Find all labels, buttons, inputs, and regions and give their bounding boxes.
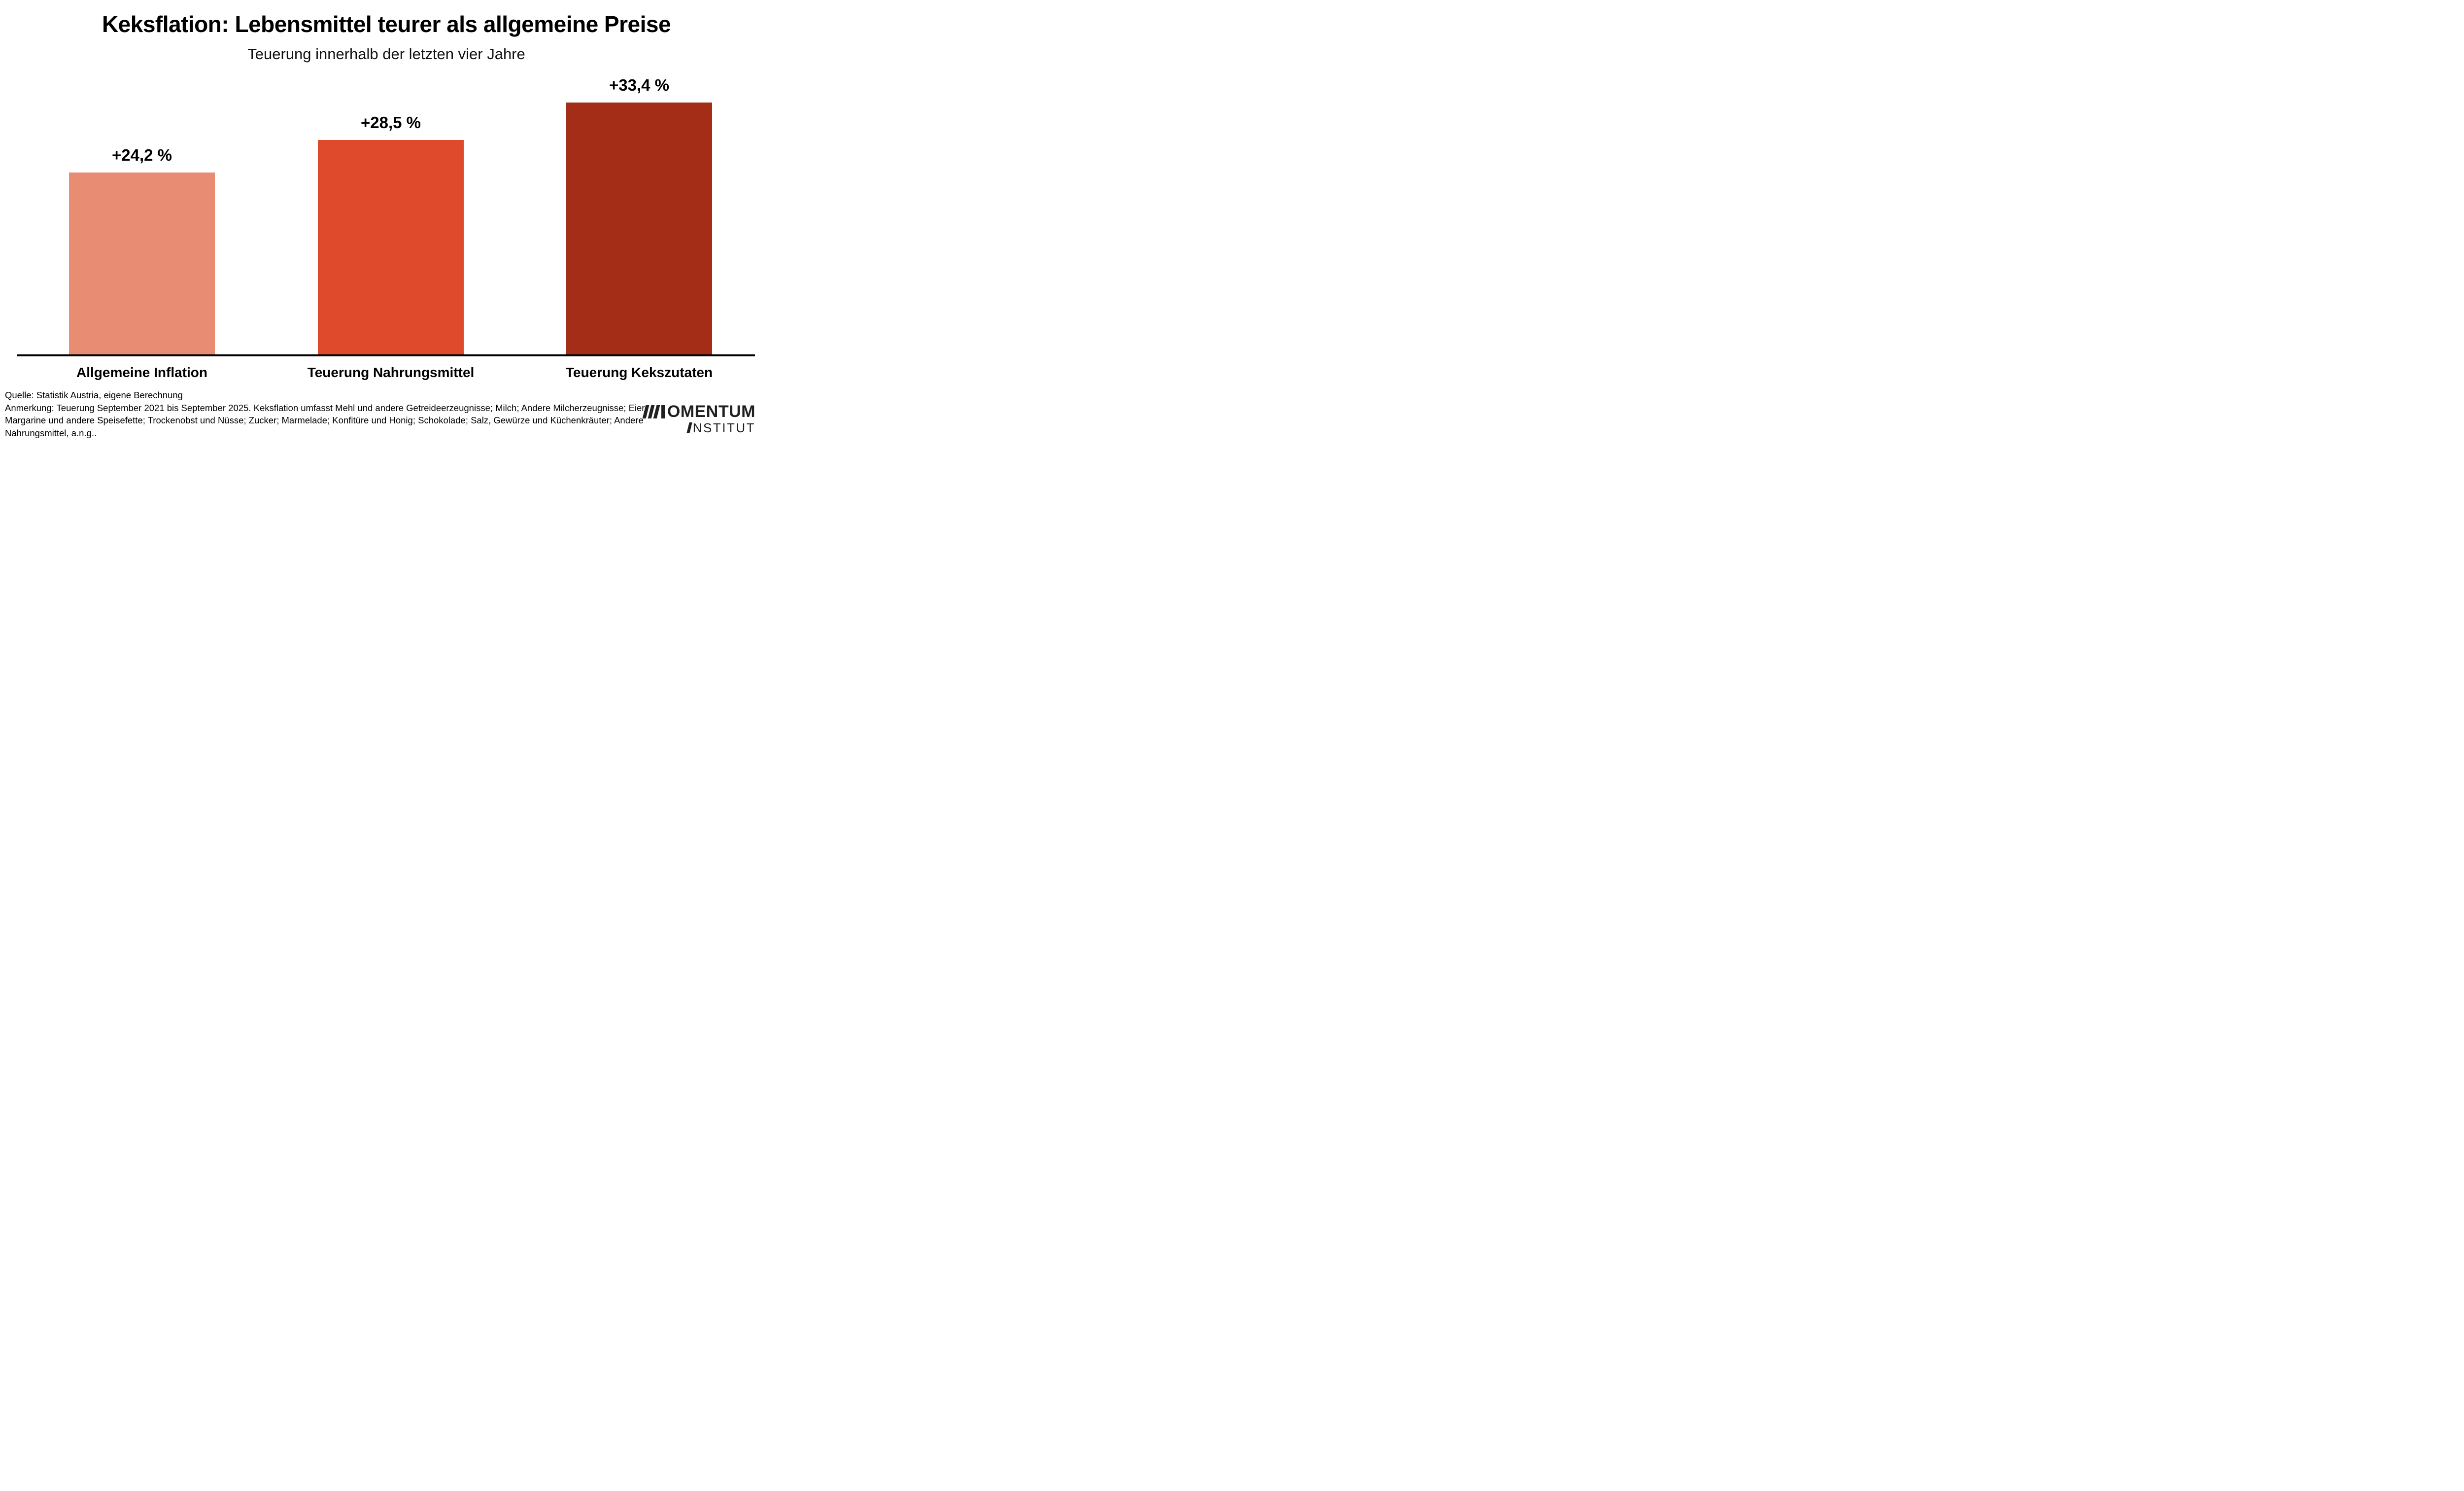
source-note: Quelle: Statistik Austria, eigene Berech… <box>5 390 183 400</box>
chart-subtitle: Teuerung innerhalb der letzten vier Jahr… <box>247 45 525 63</box>
logo-institut-text: NSTITUT <box>692 420 755 435</box>
bar-value-label: +33,4 % <box>609 76 669 94</box>
chart-title: Keksflation: Lebensmittel teurer als all… <box>102 11 671 37</box>
bar-value-label: +24,2 % <box>111 146 172 164</box>
chart-page: Keksflation: Lebensmittel teurer als all… <box>0 0 773 442</box>
x-axis-line <box>17 354 755 356</box>
bar <box>566 103 712 355</box>
logo-m-stroke-icon <box>661 405 665 418</box>
annotation-line: Margarine und andere Speisefette; Trocke… <box>5 415 644 425</box>
logo-line-momentum: OMENTUM <box>642 402 755 421</box>
x-axis-category-label: Allgemeine Inflation <box>76 365 208 380</box>
annotation-line: Anmerkung: Teuerung September 2021 bis S… <box>5 402 648 413</box>
bar-group: +33,4 % <box>566 76 712 355</box>
logo-momentum-text: OMENTUM <box>667 402 755 421</box>
annotation-line: Nahrungsmittel, a.n.g.. <box>5 427 97 438</box>
x-axis-category-label: Teuerung Nahrungsmittel <box>307 365 475 380</box>
logo-m-stroke-icon <box>653 405 660 418</box>
bar-group: +28,5 % <box>318 113 464 355</box>
bar <box>69 173 215 355</box>
bar-group: +24,2 % <box>69 146 215 355</box>
bar <box>318 140 464 355</box>
bar-value-label: +28,5 % <box>360 113 421 132</box>
momentum-institut-logo: OMENTUM NSTITUT <box>642 402 755 435</box>
x-axis-category-label: Teuerung Kekszutaten <box>565 365 713 380</box>
logo-line-institut: NSTITUT <box>686 420 755 435</box>
footer-notes: Quelle: Statistik Austria, eigene Berech… <box>5 389 648 439</box>
logo-i-stroke-icon <box>686 422 692 433</box>
